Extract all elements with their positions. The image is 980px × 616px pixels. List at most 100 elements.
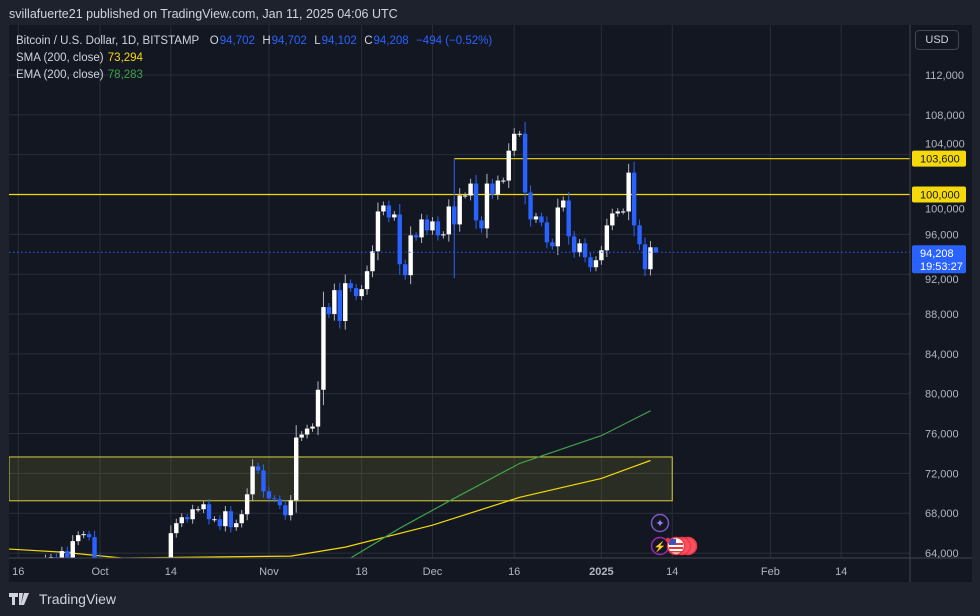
candle-up [610,213,615,226]
price-tick-label: 68,000 [925,508,959,520]
price-tick-label: 76,000 [925,429,959,441]
level-price-label: 100,000 [920,190,960,202]
candle-up [381,205,386,212]
candle-up [174,523,179,534]
candle-up [599,250,604,261]
open-label: O [209,35,219,47]
price-axis[interactable]: 112,000 108,000 104,000 100,000 96,000 92,000… [925,70,965,560]
candle-up [621,211,626,213]
last-price-tag [912,245,966,274]
ideas-event-icon[interactable] [650,513,670,533]
candle-up [577,243,582,253]
candle-up [604,225,610,251]
time-tick-label: Feb [761,566,780,578]
open-value: 94,702 [219,35,255,47]
time-tick-label: Oct [91,566,108,578]
candle-down [65,551,70,558]
tradingview-branding[interactable]: TradingView [9,591,116,607]
candle-down [571,236,577,253]
symbol-legend: Bitcoin / U.S. Dollar, 1D, BITSTAMP O94,… [16,33,493,50]
candle-down [653,247,659,253]
candle-up [244,494,250,515]
candle-up [370,251,375,272]
candle-up [201,504,206,510]
candle-down [631,172,637,226]
chart-legend: Bitcoin / U.S. Dollar, 1D, BITSTAMP O94,… [16,33,493,84]
time-axis[interactable]: 16 Oct 14 Nov 18 Dec 16 2025 14 Feb 14 [12,566,847,578]
price-tick-label: 100,000 [925,204,965,216]
low-value: 94,102 [321,35,357,47]
price-tick-label: 108,000 [925,110,965,122]
candle-down [283,505,288,516]
candle-up [332,290,337,315]
symbol-name[interactable]: Bitcoin / U.S. Dollar, 1D, BITSTAMP [16,35,200,47]
sma-value: 73,294 [107,52,143,64]
tradingview-logo-icon [9,593,29,605]
low-label: L [314,35,321,47]
candle-up [343,283,348,322]
candle-down [566,200,571,237]
candle-up [457,195,462,225]
ema-label: EMA (200, close) [16,69,104,81]
candle-up [299,434,304,438]
candle-up [81,534,86,536]
candle-down [397,214,402,265]
candle-up [304,428,310,435]
candle-up [501,180,506,182]
sma-legend[interactable]: SMA (200, close) 73,294 [16,50,493,67]
candle-up [533,216,539,220]
price-tick-label: 112,000 [925,70,964,82]
price-tick-label: 84,000 [925,349,959,361]
candle-up [392,214,397,218]
grid [9,25,910,558]
time-tick-label: 16 [508,566,520,578]
candle-down [326,307,332,315]
candle-up [195,509,201,511]
high-value: 94,702 [271,35,307,47]
candle-up [59,551,65,558]
candle-up [430,221,435,231]
ema-legend[interactable]: EMA (200, close) 78,283 [16,67,493,84]
time-tick-label: 14 [165,566,177,578]
candle-up [223,511,228,527]
candle-down [452,206,457,225]
candle-down [473,183,479,221]
us-flag-icon[interactable] [665,536,686,556]
plot-area [9,121,910,558]
candle-down [353,288,359,297]
candle-up [495,180,501,195]
candle-up [239,514,244,524]
last-price-label: 94,208 [920,248,954,260]
candle-up [517,133,522,135]
candle-up [359,289,364,297]
candle-down [255,466,261,471]
chart-pane[interactable] [9,25,972,582]
lightning-icon: ⚡ [654,540,666,553]
candle-down [479,220,484,229]
price-tick-label: 92,000 [925,274,959,286]
candle-down [277,499,283,506]
price-tick-label: 104,000 [925,139,965,151]
level-price-label: 103,600 [920,154,960,166]
candle-down [217,519,223,527]
level-price-tag [912,150,966,167]
level-price-tag [912,186,966,203]
time-tick-label: Nov [259,566,279,578]
candle-up [408,235,413,276]
time-tick-label: 2025 [589,566,613,578]
candle-up [190,509,195,520]
currency-button[interactable]: USD [915,30,959,50]
candle-down [539,216,544,223]
time-tick-label: Dec [423,566,443,578]
candle-up [315,389,321,427]
sparkle-icon: ✦ [655,518,664,530]
candle-up [294,437,299,501]
candle-down [490,183,495,195]
candle-down [92,537,97,558]
candle-down [544,222,550,243]
candle-down [272,498,277,500]
candle-up [468,183,473,196]
events[interactable]: ✦ ⚡ [650,513,698,556]
high-label: H [262,35,271,47]
